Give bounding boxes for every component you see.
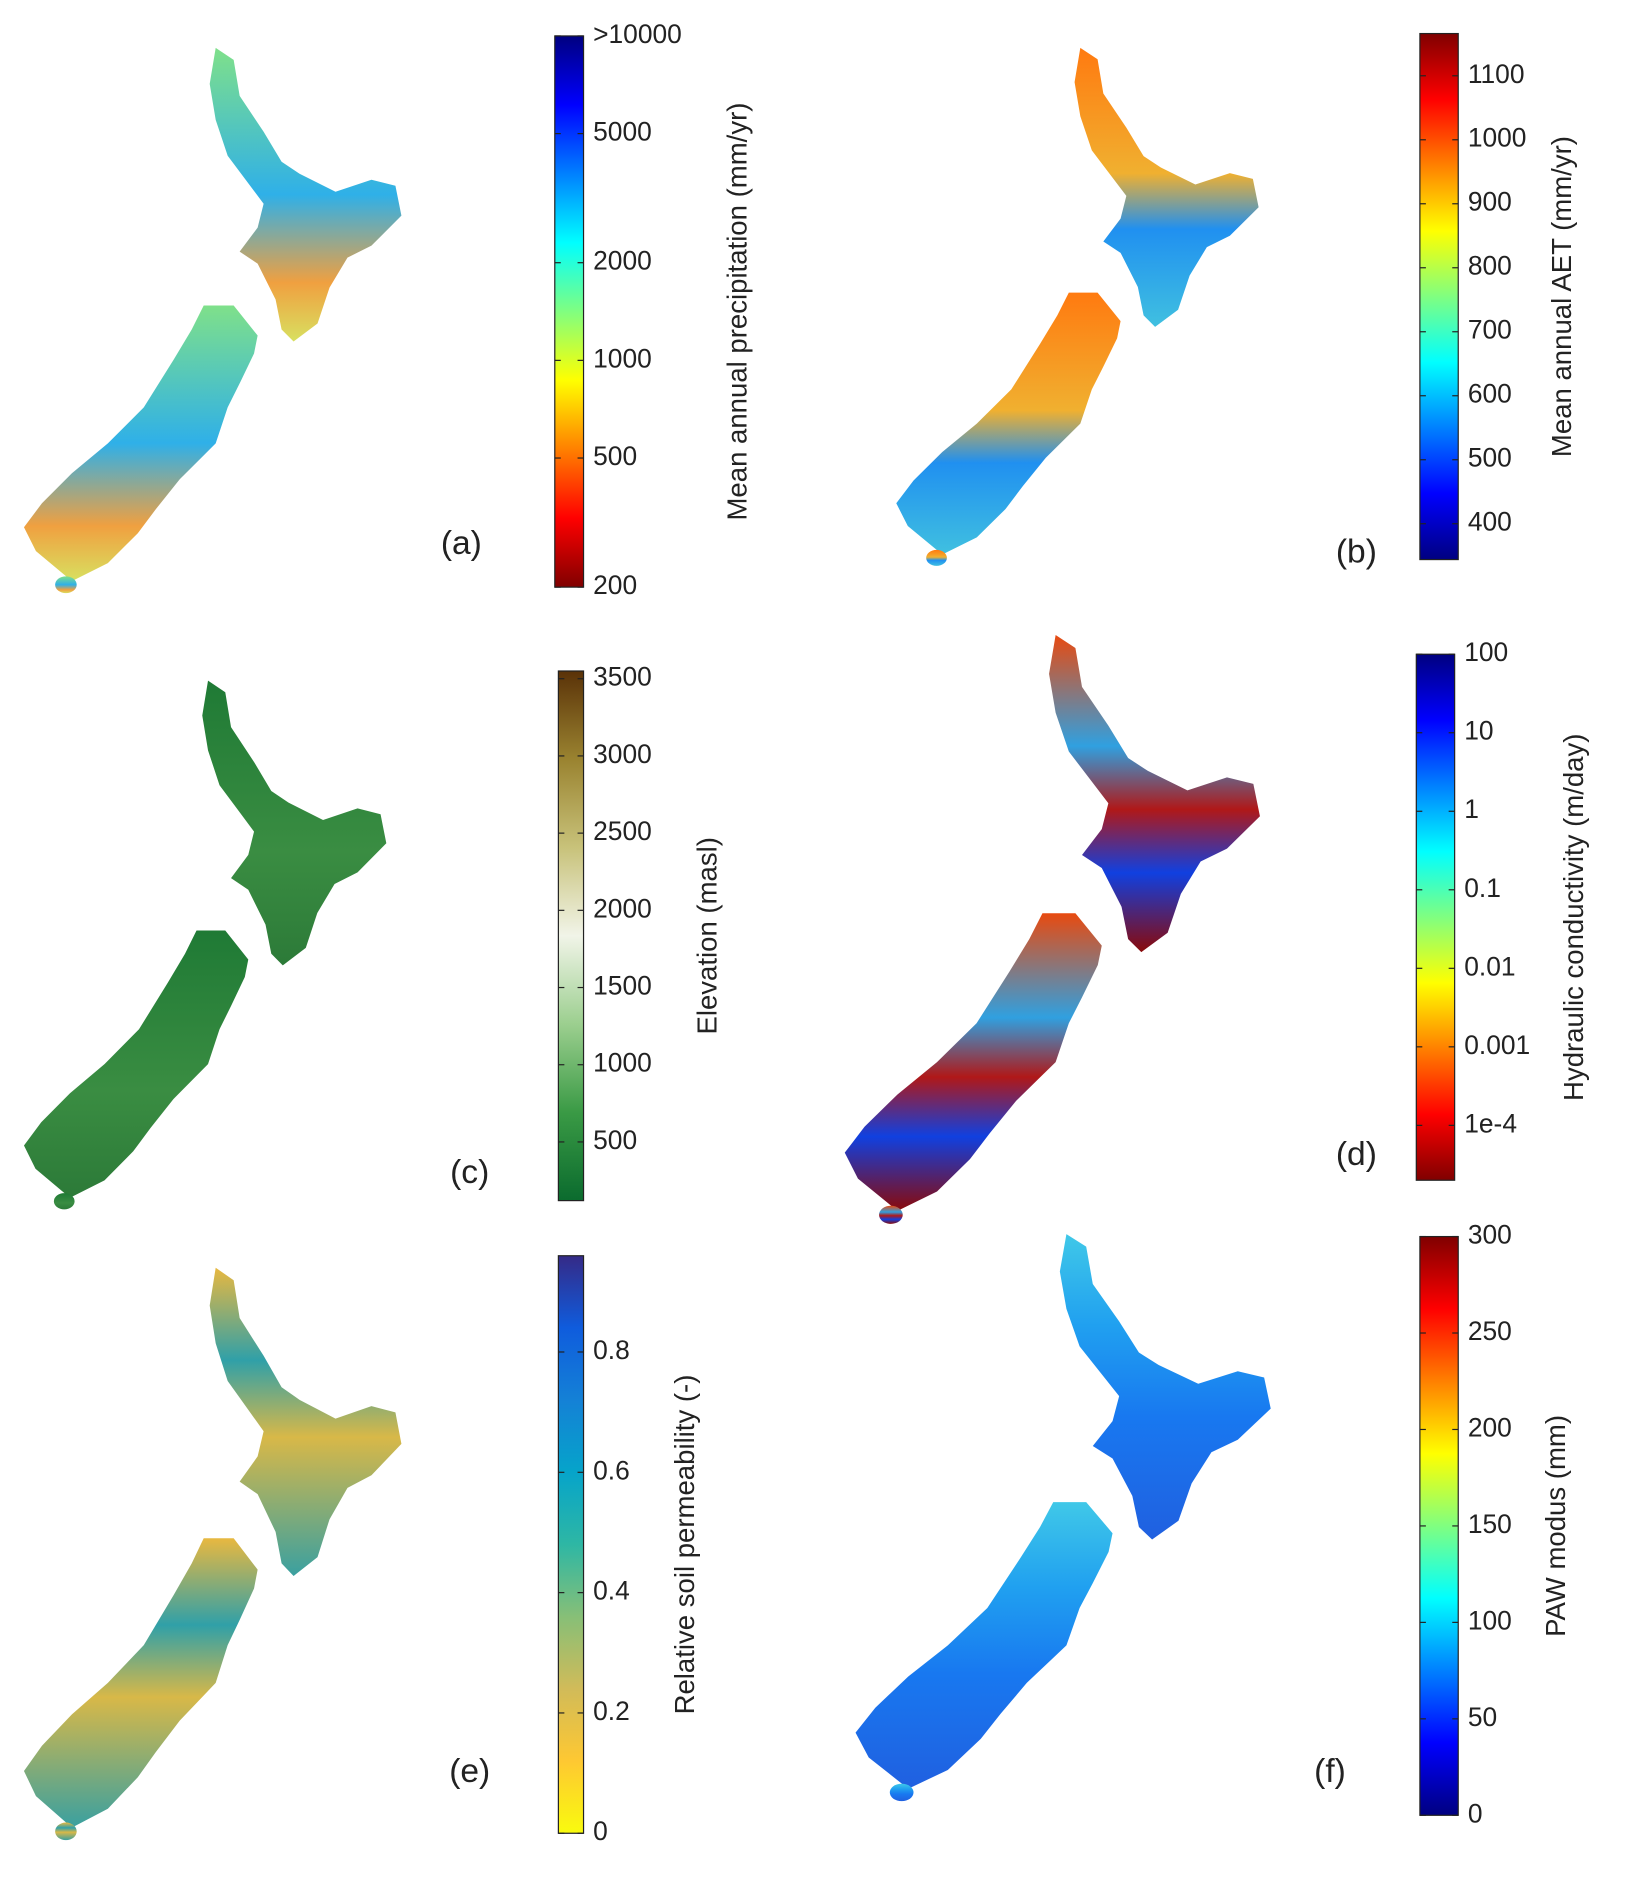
panel-label: (e) [449, 1753, 490, 1790]
tick-label: 150 [1468, 1509, 1512, 1539]
panel-label: (f) [1314, 1753, 1346, 1790]
tick-label: 500 [593, 1125, 637, 1155]
tick-label: 300 [1468, 1220, 1512, 1250]
tick-label: 1000 [593, 343, 652, 373]
tick-label: 250 [1468, 1316, 1512, 1346]
colorbar [1419, 32, 1459, 561]
tick-label: 1100 [1468, 59, 1525, 89]
colorbar-label: Mean annual AET (mm/yr) [1546, 136, 1577, 457]
tick-label: 0.4 [593, 1576, 630, 1606]
tick-label: 3500 [593, 662, 652, 692]
tick-label: 100 [1468, 1605, 1512, 1635]
tick-label: 1000 [593, 1048, 652, 1078]
colorbar [1419, 1235, 1459, 1816]
colorbar [557, 1255, 585, 1834]
tick-label: 700 [1468, 315, 1512, 345]
map [844, 635, 1260, 1224]
colorbar-label: Elevation (masl) [692, 837, 723, 1034]
tick-label: >10000 [593, 19, 682, 49]
tick-label: 0.01 [1464, 951, 1515, 981]
tick-label: 500 [593, 441, 637, 471]
tick-label: 5000 [593, 117, 652, 147]
colorbar-label: Mean annual precipitation (mm/yr) [722, 103, 753, 521]
tick-label: 2500 [593, 816, 652, 846]
map [896, 47, 1259, 566]
tick-label: 1e-4 [1464, 1108, 1517, 1138]
tick-label: 0.2 [593, 1696, 630, 1726]
map [23, 1267, 402, 1841]
tick-label: 0.001 [1464, 1030, 1530, 1060]
tick-label: 0.8 [593, 1335, 630, 1365]
colorbar [557, 670, 585, 1202]
tick-label: 3000 [593, 739, 652, 769]
tick-label: 400 [1468, 507, 1512, 537]
colorbar-label: PAW modus (mm) [1540, 1415, 1571, 1637]
panel-label: (a) [441, 525, 482, 562]
tick-label: 1000 [1468, 123, 1527, 153]
tick-label: 600 [1468, 379, 1512, 409]
map [23, 47, 402, 594]
tick-label: 200 [1468, 1412, 1512, 1442]
colorbar [1415, 653, 1456, 1181]
panel-label: (d) [1336, 1136, 1377, 1173]
panel-label: (c) [450, 1154, 489, 1191]
tick-label: 900 [1468, 187, 1512, 217]
tick-label: 500 [1468, 443, 1512, 473]
map [855, 1234, 1271, 1802]
tick-label: 2000 [593, 893, 652, 923]
tick-label: 200 [593, 570, 637, 600]
tick-label: 10 [1464, 716, 1493, 746]
tick-label: 100 [1464, 637, 1508, 667]
tick-label: 800 [1468, 251, 1512, 281]
tick-label: 0 [1468, 1798, 1483, 1828]
panel-label: (b) [1336, 533, 1377, 570]
tick-label: 0.6 [593, 1455, 630, 1485]
map [23, 680, 387, 1210]
tick-label: 0 [593, 1816, 608, 1846]
tick-label: 1 [1464, 794, 1479, 824]
tick-label: 1500 [593, 971, 652, 1001]
colorbar-label: Relative soil permeability (-) [669, 1375, 700, 1715]
tick-label: 50 [1468, 1702, 1497, 1732]
tick-label: 0.1 [1464, 873, 1501, 903]
colorbar-label: Hydraulic conductivity (m/day) [1558, 734, 1589, 1101]
colorbar [554, 35, 585, 588]
tick-label: 2000 [593, 246, 652, 276]
